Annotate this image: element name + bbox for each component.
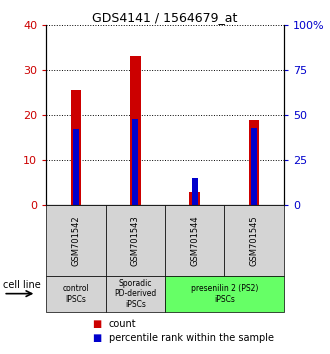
- Bar: [132, 119, 138, 205]
- Bar: [73, 130, 79, 205]
- Text: Sporadic
PD-derived
iPSCs: Sporadic PD-derived iPSCs: [114, 279, 156, 309]
- Bar: [130, 56, 141, 205]
- Text: presenilin 2 (PS2)
iPSCs: presenilin 2 (PS2) iPSCs: [191, 284, 258, 303]
- Bar: [71, 90, 81, 205]
- Bar: [249, 120, 259, 205]
- Bar: [189, 192, 200, 205]
- Text: control
IPSCs: control IPSCs: [62, 284, 89, 303]
- Text: count: count: [109, 319, 137, 329]
- Text: cell line: cell line: [3, 280, 41, 290]
- Text: GSM701543: GSM701543: [131, 215, 140, 266]
- Bar: [192, 178, 198, 205]
- Text: percentile rank within the sample: percentile rank within the sample: [109, 333, 274, 343]
- Text: GSM701545: GSM701545: [249, 215, 259, 266]
- Text: GSM701544: GSM701544: [190, 215, 199, 266]
- Title: GDS4141 / 1564679_at: GDS4141 / 1564679_at: [92, 11, 238, 24]
- Bar: [251, 128, 257, 205]
- Text: ■: ■: [92, 319, 102, 329]
- Text: ■: ■: [92, 333, 102, 343]
- Text: GSM701542: GSM701542: [71, 215, 81, 266]
